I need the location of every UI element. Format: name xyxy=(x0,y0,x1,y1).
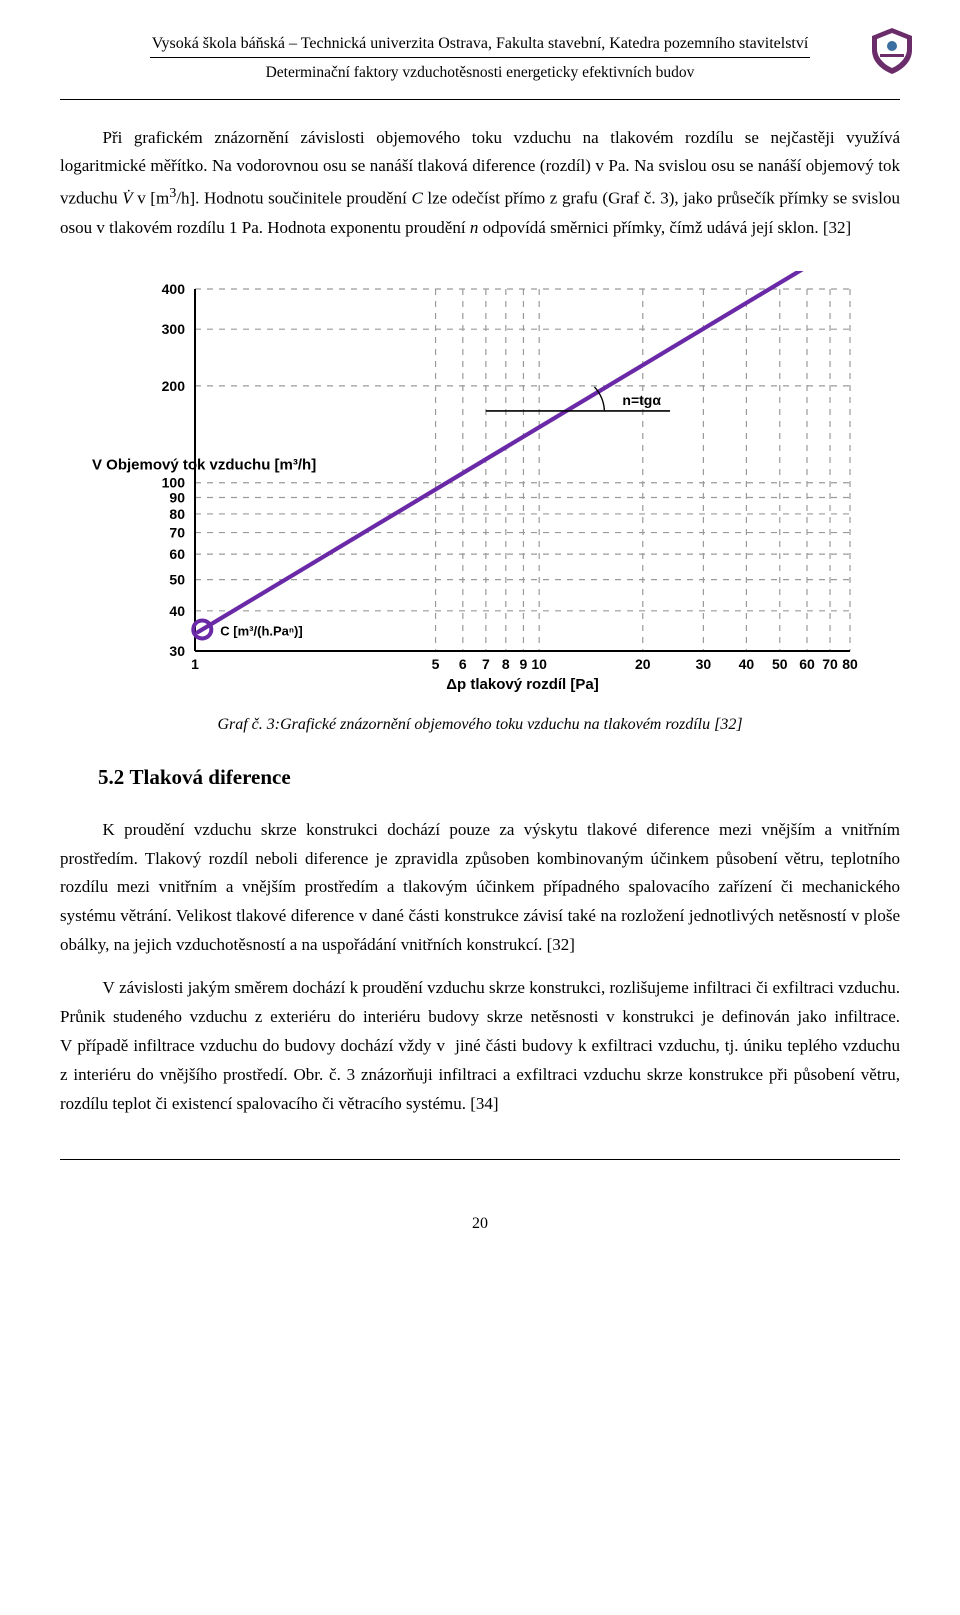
svg-text:5: 5 xyxy=(432,656,440,672)
p1-t3: /h]. Hodnotu součinitele proudění xyxy=(176,189,411,208)
chart-caption: Graf č. 3:Grafické znázornění objemového… xyxy=(60,711,900,738)
page-number: 20 xyxy=(60,1210,900,1237)
section-heading: 5.2 Tlaková diference xyxy=(98,760,900,796)
svg-text:Δp tlakový rozdíl [Pa]: Δp tlakový rozdíl [Pa] xyxy=(446,676,598,693)
svg-text:C [m³/(h.Paⁿ)]: C [m³/(h.Paⁿ)] xyxy=(220,623,302,638)
svg-text:1: 1 xyxy=(191,656,199,672)
svg-text:9: 9 xyxy=(520,656,528,672)
svg-text:60: 60 xyxy=(169,546,185,562)
svg-text:V Objemový tok vzduchu [m³/h]: V Objemový tok vzduchu [m³/h] xyxy=(92,456,316,473)
page-header: Vysoká škola báňská – Technická univerzi… xyxy=(60,30,900,87)
svg-text:30: 30 xyxy=(169,643,185,659)
svg-text:50: 50 xyxy=(169,571,185,587)
svg-text:70: 70 xyxy=(822,656,838,672)
paragraph-3: V závislosti jakým směrem dochází k prou… xyxy=(60,974,900,1118)
p1-C: C xyxy=(411,189,422,208)
svg-text:80: 80 xyxy=(842,656,858,672)
p1-t2: v [m xyxy=(133,189,170,208)
chart-container: 3040506070809010020030040015678910203040… xyxy=(60,271,900,701)
svg-text:30: 30 xyxy=(696,656,712,672)
header-institution: Vysoká škola báňská – Technická univerzi… xyxy=(150,30,811,58)
svg-text:7: 7 xyxy=(482,656,490,672)
p1-vdot: V̇ xyxy=(122,189,132,208)
footer-divider xyxy=(60,1159,900,1160)
svg-text:10: 10 xyxy=(531,656,547,672)
university-logo-icon xyxy=(866,24,918,76)
svg-text:400: 400 xyxy=(162,281,186,297)
svg-text:80: 80 xyxy=(169,506,185,522)
section-number: 5.2 xyxy=(98,765,124,789)
svg-text:90: 90 xyxy=(169,489,185,505)
svg-text:40: 40 xyxy=(169,603,185,619)
svg-text:100: 100 xyxy=(162,474,186,490)
svg-text:8: 8 xyxy=(502,656,510,672)
svg-text:200: 200 xyxy=(162,378,186,394)
svg-text:n=tgα: n=tgα xyxy=(622,392,661,408)
header-subtitle: Determinační faktory vzduchotěsnosti ene… xyxy=(60,60,900,86)
p1-t5: odpovídá směrnici přímky, čímž udává jej… xyxy=(478,218,851,237)
paragraph-1: Při grafickém znázornění závislosti obje… xyxy=(60,124,900,243)
section-title: Tlaková diference xyxy=(130,765,291,789)
svg-text:60: 60 xyxy=(799,656,815,672)
log-log-chart: 3040506070809010020030040015678910203040… xyxy=(90,271,870,701)
svg-text:50: 50 xyxy=(772,656,788,672)
header-divider xyxy=(60,99,900,100)
svg-text:300: 300 xyxy=(162,321,186,337)
svg-text:70: 70 xyxy=(169,524,185,540)
svg-text:20: 20 xyxy=(635,656,651,672)
svg-text:40: 40 xyxy=(739,656,755,672)
paragraph-2: K proudění vzduchu skrze konstrukci doch… xyxy=(60,816,900,960)
svg-text:6: 6 xyxy=(459,656,467,672)
